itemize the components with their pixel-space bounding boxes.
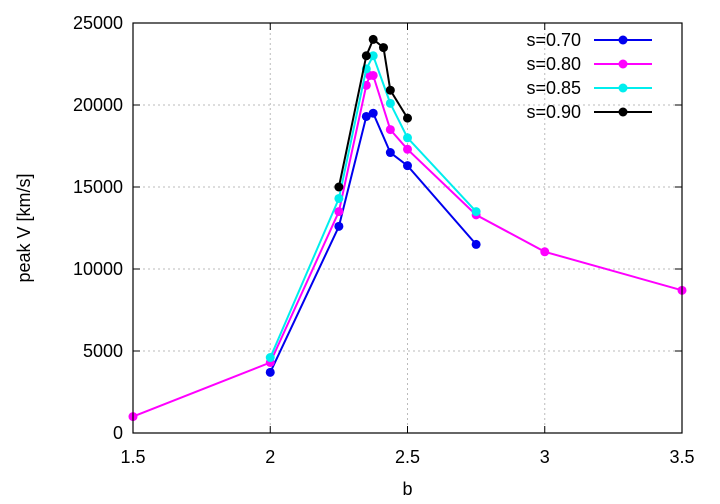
x-axis-label: b [402,479,412,499]
data-point [265,353,275,363]
x-tick-label: 3 [540,447,550,467]
x-tick-label: 2 [265,447,275,467]
data-point [361,51,371,61]
legend-swatch-marker [618,83,628,93]
series-s=0.70 [265,108,481,377]
data-point [403,161,412,171]
y-tick-label: 20000 [73,95,123,115]
series-line [269,111,477,373]
data-point [403,144,412,154]
data-point [334,221,344,231]
data-point [385,148,395,158]
data-point [361,111,371,121]
data-point [403,133,412,143]
data-point [265,367,275,377]
y-tick-label: 5000 [83,341,123,361]
x-tick-label: 1.5 [120,447,145,467]
x-tick-label: 3.5 [669,447,694,467]
data-point [471,239,481,249]
legend-label: s=0.85 [526,78,581,98]
legend: s=0.70 s=0.80 s=0.85 s=0.90 [526,30,652,122]
data-point [368,108,378,118]
data-point [334,207,344,217]
series-line [337,37,409,188]
data-point [385,98,395,108]
legend-swatch-marker [618,59,628,69]
data-point [334,193,344,203]
legend-label: s=0.80 [526,54,581,74]
data-point [540,247,550,257]
data-point [385,85,395,95]
y-axis-label: peak V [km/s] [14,173,34,282]
data-point [368,51,378,61]
series-s=0.90 [334,34,412,192]
axis-ticks: 1.5 2 2.5 3 3.5 0 5000 10000 15000 20000 25000 [73,13,695,467]
grid-lines [133,23,682,433]
data-point [378,43,388,53]
series-line [269,53,477,358]
data-point [334,182,344,192]
y-tick-label: 0 [113,423,123,443]
x-tick-label: 2.5 [395,447,420,467]
y-tick-label: 10000 [73,259,123,279]
data-point [385,125,395,135]
legend-swatch-marker [618,35,628,45]
legend-swatch-marker [618,107,628,117]
data-point [471,207,481,217]
legend-label: s=0.90 [526,102,581,122]
y-tick-label: 15000 [73,177,123,197]
data-point [368,70,378,80]
series-line [132,74,683,418]
data-point [368,34,378,44]
legend-label: s=0.70 [526,30,581,50]
y-tick-label: 25000 [73,13,123,33]
series-layer [128,34,687,422]
data-point [403,113,412,123]
